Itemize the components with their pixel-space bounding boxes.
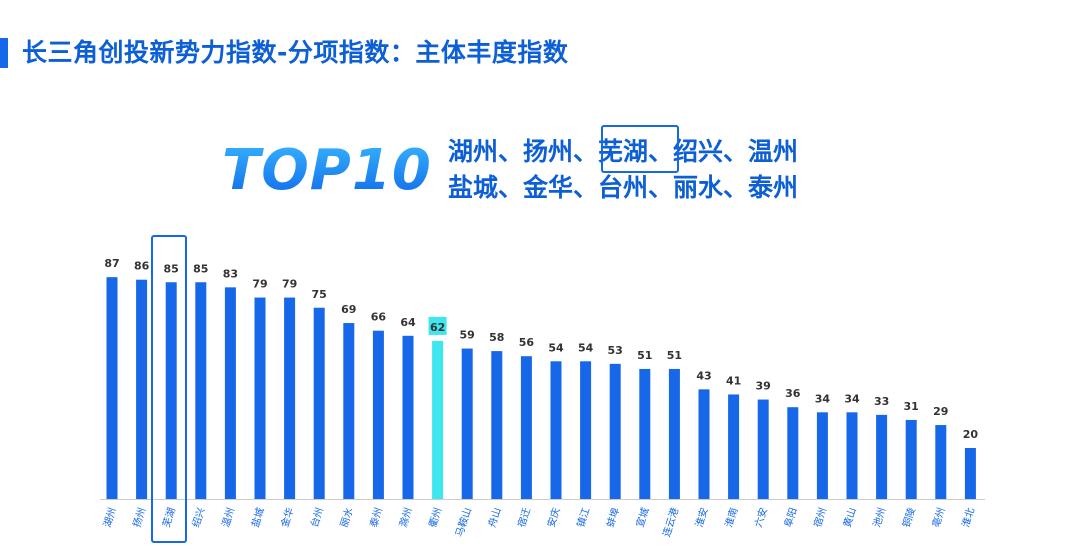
bar — [284, 297, 296, 499]
category-tick-label: 盐城 — [248, 506, 267, 529]
category-tick-label: 扬州 — [130, 506, 149, 529]
category-tick-label: 安庆 — [544, 506, 563, 529]
category-tick-label: 淮北 — [960, 506, 978, 529]
value-label: 31 — [904, 400, 919, 413]
top-cities-list: 湖州、扬州、芜湖、绍兴、温州 盐城、金华、台州、丽水、泰州 — [448, 134, 798, 206]
bar — [254, 297, 266, 499]
category-tick-label: 滁州 — [396, 506, 415, 529]
bar — [136, 279, 148, 499]
value-label: 85 — [193, 262, 208, 275]
category-tick-label: 黄山 — [840, 506, 859, 529]
bar — [757, 399, 769, 499]
bar — [846, 412, 858, 499]
value-label: 75 — [312, 288, 327, 301]
bar — [935, 425, 947, 499]
category-tick-label: 阜阳 — [781, 506, 800, 529]
value-label: 34 — [844, 392, 860, 405]
value-label: 86 — [134, 260, 150, 273]
value-label: 36 — [785, 387, 801, 400]
value-label: 79 — [252, 278, 267, 291]
category-tick-label: 蚌埠 — [604, 506, 623, 529]
value-label: 69 — [341, 303, 356, 316]
category-tick-label: 宿迁 — [515, 506, 534, 529]
bar — [609, 363, 621, 499]
bar — [639, 368, 651, 499]
bar — [728, 394, 740, 499]
top-cities-line-2: 盐城、金华、台州、丽水、泰州 — [448, 173, 799, 202]
value-label: 53 — [608, 344, 623, 357]
value-label: 56 — [519, 336, 535, 349]
category-tick-label: 铜陵 — [900, 506, 918, 529]
value-label: 66 — [371, 311, 387, 324]
value-label: 51 — [667, 349, 682, 362]
bar — [668, 368, 680, 499]
category-tick-label: 绍兴 — [189, 506, 208, 529]
bar — [106, 277, 118, 499]
bar — [432, 340, 444, 499]
bar — [224, 287, 236, 499]
title-accent-bar — [0, 38, 8, 68]
category-tick-label: 宿州 — [811, 506, 830, 529]
value-label: 85 — [164, 262, 179, 275]
bar — [698, 389, 710, 499]
category-tick-label: 淮安 — [692, 506, 711, 529]
bar — [816, 412, 828, 499]
value-label: 83 — [223, 267, 238, 280]
value-label: 39 — [756, 380, 771, 393]
value-label: 29 — [933, 405, 948, 418]
category-tick-label: 连云港 — [660, 506, 682, 539]
value-label: 34 — [815, 392, 831, 405]
value-label: 62 — [430, 321, 445, 334]
category-tick-label: 泰州 — [367, 506, 386, 529]
category-tick-label: 亳州 — [929, 506, 948, 529]
bar — [195, 282, 207, 499]
bar — [491, 351, 503, 499]
category-tick-label: 淮南 — [722, 506, 741, 529]
value-label: 87 — [104, 257, 119, 270]
bar — [461, 348, 473, 499]
bar — [372, 330, 384, 499]
category-tick-label: 金华 — [278, 506, 297, 529]
category-tick-label: 湖州 — [101, 506, 119, 529]
category-tick-label: 镇江 — [574, 506, 593, 529]
value-label: 41 — [726, 374, 741, 387]
bar — [313, 307, 325, 499]
category-tick-label: 池州 — [870, 506, 889, 529]
bar — [520, 356, 532, 499]
value-label: 33 — [874, 395, 889, 408]
bar — [165, 282, 177, 499]
value-label: 54 — [548, 341, 564, 354]
bar — [905, 419, 917, 499]
category-tick-label: 丽水 — [338, 506, 356, 529]
value-label: 54 — [578, 341, 594, 354]
bar — [550, 361, 562, 499]
bar — [580, 361, 592, 499]
page-title: 长三角创投新势力指数-分项指数：主体丰度指数 — [22, 38, 569, 67]
value-label-highlight-bg — [428, 316, 447, 335]
bar — [343, 323, 355, 499]
wuhu-highlight-box — [601, 125, 679, 173]
category-tick-label: 舟山 — [485, 506, 504, 529]
value-label: 58 — [489, 331, 504, 344]
bar — [402, 335, 414, 499]
value-label: 79 — [282, 278, 297, 291]
bar — [787, 407, 799, 499]
top-cities-line-1: 湖州、扬州、芜湖、绍兴、温州 — [448, 137, 799, 166]
bar — [876, 414, 888, 499]
category-tick-label: 台州 — [308, 506, 327, 529]
bar — [964, 448, 976, 499]
category-tick-label: 马鞍山 — [452, 506, 474, 539]
top10-badge: TOP10 — [222, 138, 432, 203]
value-label: 51 — [637, 349, 652, 362]
category-tick-label: 六安 — [752, 506, 771, 529]
category-tick-label: 衢州 — [427, 506, 445, 529]
wuhu-column-highlight-box — [151, 235, 187, 543]
value-label: 43 — [696, 369, 711, 382]
value-label: 64 — [400, 316, 416, 329]
category-tick-label: 温州 — [220, 506, 238, 529]
value-label: 59 — [460, 329, 475, 342]
category-tick-label: 宣城 — [633, 506, 652, 529]
value-label: 20 — [963, 428, 979, 441]
